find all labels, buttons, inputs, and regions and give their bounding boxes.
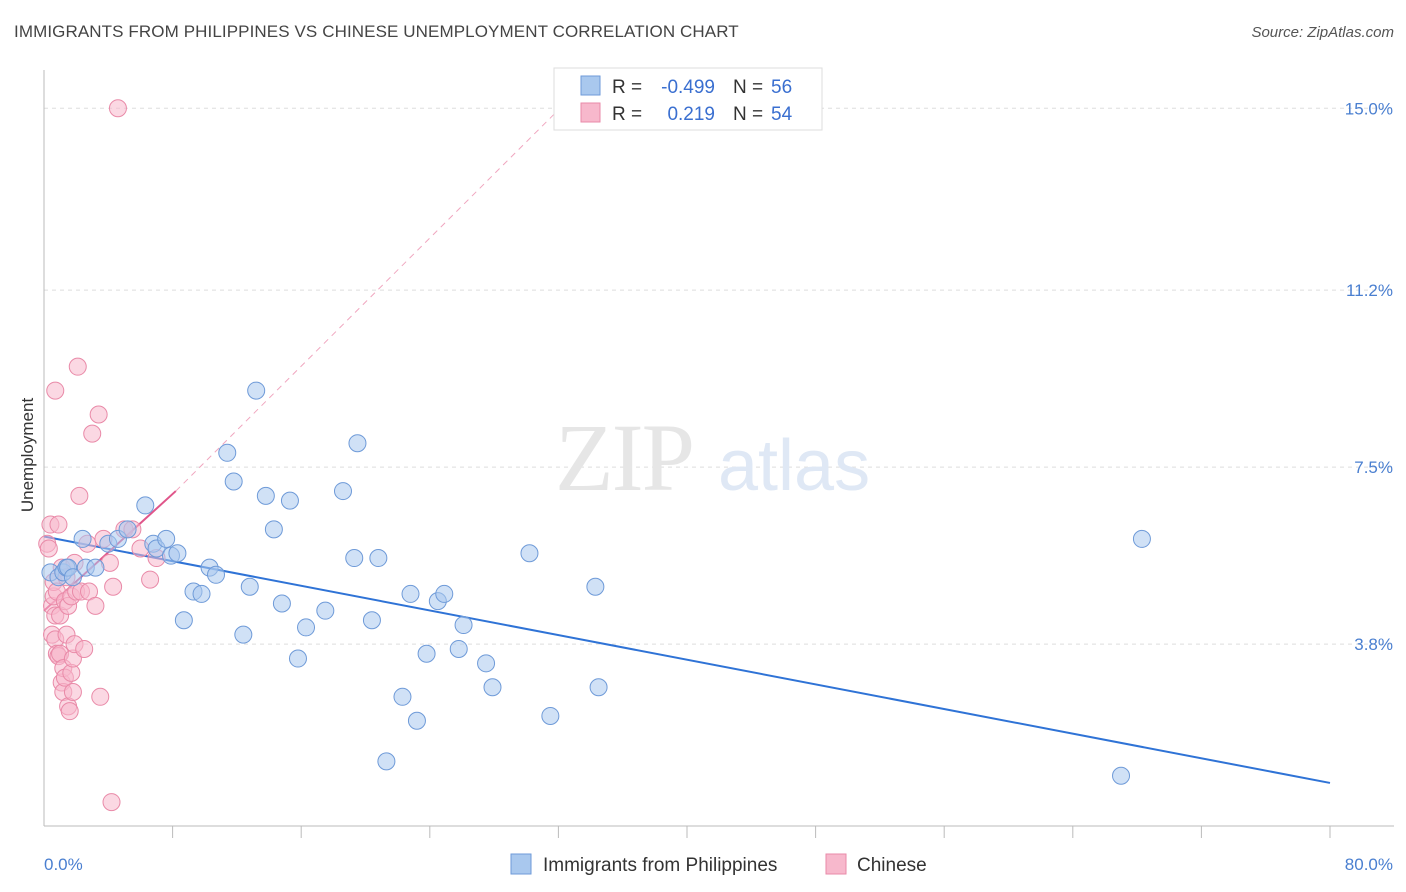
legend-r-label-2: R = [612, 104, 642, 125]
immigrants-point-38 [362, 611, 381, 630]
legend-n-label-2: N = [733, 104, 763, 125]
series-legend: Immigrants from Philippines Chinese [510, 853, 927, 876]
grid-lines [44, 107, 1394, 645]
immigrants-point-12 [136, 496, 155, 515]
chinese-point-34 [68, 357, 87, 376]
immigrants-point-41 [393, 687, 412, 706]
watermark: ZIP atlas [555, 404, 870, 511]
chinese-point-43 [91, 687, 110, 706]
chinese-point-35 [70, 486, 89, 505]
trend-line-immigrants-from-philippines [43, 535, 1331, 784]
immigrants-point-33 [297, 618, 316, 637]
chinese-point-8 [46, 381, 65, 400]
chinese-point-46 [102, 793, 121, 812]
immigrants-point-32 [288, 649, 307, 668]
immigrants-point-53 [586, 577, 605, 596]
legend-swatch-blue [580, 75, 601, 96]
immigrants-point-47 [449, 639, 468, 658]
watermark-zip: ZIP [555, 404, 693, 511]
chinese-point-12 [49, 515, 68, 534]
immigrants-point-17 [168, 544, 187, 563]
chinese-point-41 [86, 596, 105, 615]
immigrants-point-23 [218, 443, 237, 462]
series-chinese [38, 99, 166, 812]
immigrants-point-5 [63, 568, 82, 587]
x-tick-label-1: 80.0% [1345, 855, 1393, 874]
immigrants-point-36 [345, 549, 364, 568]
immigrants-point-11 [118, 520, 137, 539]
immigrants-point-24 [224, 472, 243, 491]
bottom-legend-label-2: Chinese [857, 855, 927, 876]
chinese-point-52 [141, 570, 160, 589]
watermark-atlas: atlas [718, 426, 870, 506]
immigrants-point-48 [454, 616, 473, 635]
immigrants-point-26 [240, 577, 259, 596]
trend-line-chinese-extension [175, 93, 575, 492]
y-axis-label: Unemployment [18, 398, 37, 513]
immigrants-point-42 [401, 584, 420, 603]
chinese-point-37 [75, 639, 94, 658]
y-tick-label-3: 15.0% [1345, 99, 1393, 118]
immigrants-point-46 [435, 584, 454, 603]
chinese-point-30 [63, 683, 82, 702]
source-credit: Source: ZipAtlas.com [1251, 24, 1394, 41]
y-tick-label-2: 11.2% [1346, 281, 1393, 300]
immigrants-point-28 [256, 486, 275, 505]
chinese-point-26 [60, 702, 79, 721]
immigrants-point-25 [234, 625, 253, 644]
immigrants-point-20 [192, 584, 211, 603]
immigrants-point-40 [377, 752, 396, 771]
immigrants-point-50 [483, 678, 502, 697]
immigrants-point-30 [272, 594, 291, 613]
legend-r-value-2: 0.219 [667, 104, 715, 125]
bottom-legend-swatch-blue [510, 853, 532, 875]
chinese-point-1 [39, 539, 58, 558]
immigrants-point-35 [333, 482, 352, 501]
y-tick-labels: 3.8% 7.5% 11.2% 15.0% [1345, 99, 1393, 654]
y-tick-label-1: 7.5% [1354, 458, 1393, 477]
immigrants-point-43 [407, 711, 426, 730]
immigrants-point-18 [174, 611, 193, 630]
legend-r-label-1: R = [612, 77, 642, 98]
chart-title: IMMIGRANTS FROM PHILIPPINES VS CHINESE U… [14, 22, 739, 41]
immigrants-point-49 [477, 654, 496, 673]
immigrants-point-22 [207, 565, 226, 584]
legend-n-label-1: N = [733, 77, 763, 98]
immigrants-point-55 [1112, 766, 1131, 785]
immigrants-point-29 [264, 520, 283, 539]
chinese-point-42 [89, 405, 108, 424]
chinese-point-48 [108, 99, 127, 118]
bottom-legend-swatch-pink [825, 853, 847, 875]
series-immigrants-from-philippines [41, 381, 1151, 785]
immigrants-point-44 [417, 644, 436, 663]
y-tick-label-0: 3.8% [1354, 635, 1393, 654]
axes [43, 70, 1394, 838]
legend-n-value-2: 54 [771, 104, 793, 125]
immigrants-point-31 [280, 491, 299, 510]
immigrants-point-34 [316, 601, 335, 620]
chinese-point-47 [104, 577, 123, 596]
bottom-legend-label-1: Immigrants from Philippines [543, 855, 777, 876]
immigrants-point-8 [86, 558, 105, 577]
correlation-legend: R = -0.499 N = 56 R = 0.219 N = 54 [553, 67, 823, 131]
x-tick-labels: 0.0% 80.0% [44, 855, 1393, 874]
legend-r-value-1: -0.499 [661, 77, 715, 98]
immigrants-point-52 [541, 706, 560, 725]
legend-swatch-pink [580, 102, 601, 123]
immigrants-point-51 [520, 544, 539, 563]
immigrants-point-56 [1132, 529, 1151, 548]
immigrants-point-6 [73, 529, 92, 548]
immigrants-point-15 [157, 529, 176, 548]
legend-n-value-1: 56 [771, 77, 792, 98]
immigrants-point-54 [589, 678, 608, 697]
immigrants-point-37 [348, 434, 367, 453]
immigrants-point-39 [369, 549, 388, 568]
x-tick-label-0: 0.0% [44, 855, 83, 874]
chinese-point-40 [83, 424, 102, 443]
immigrants-point-27 [247, 381, 266, 400]
